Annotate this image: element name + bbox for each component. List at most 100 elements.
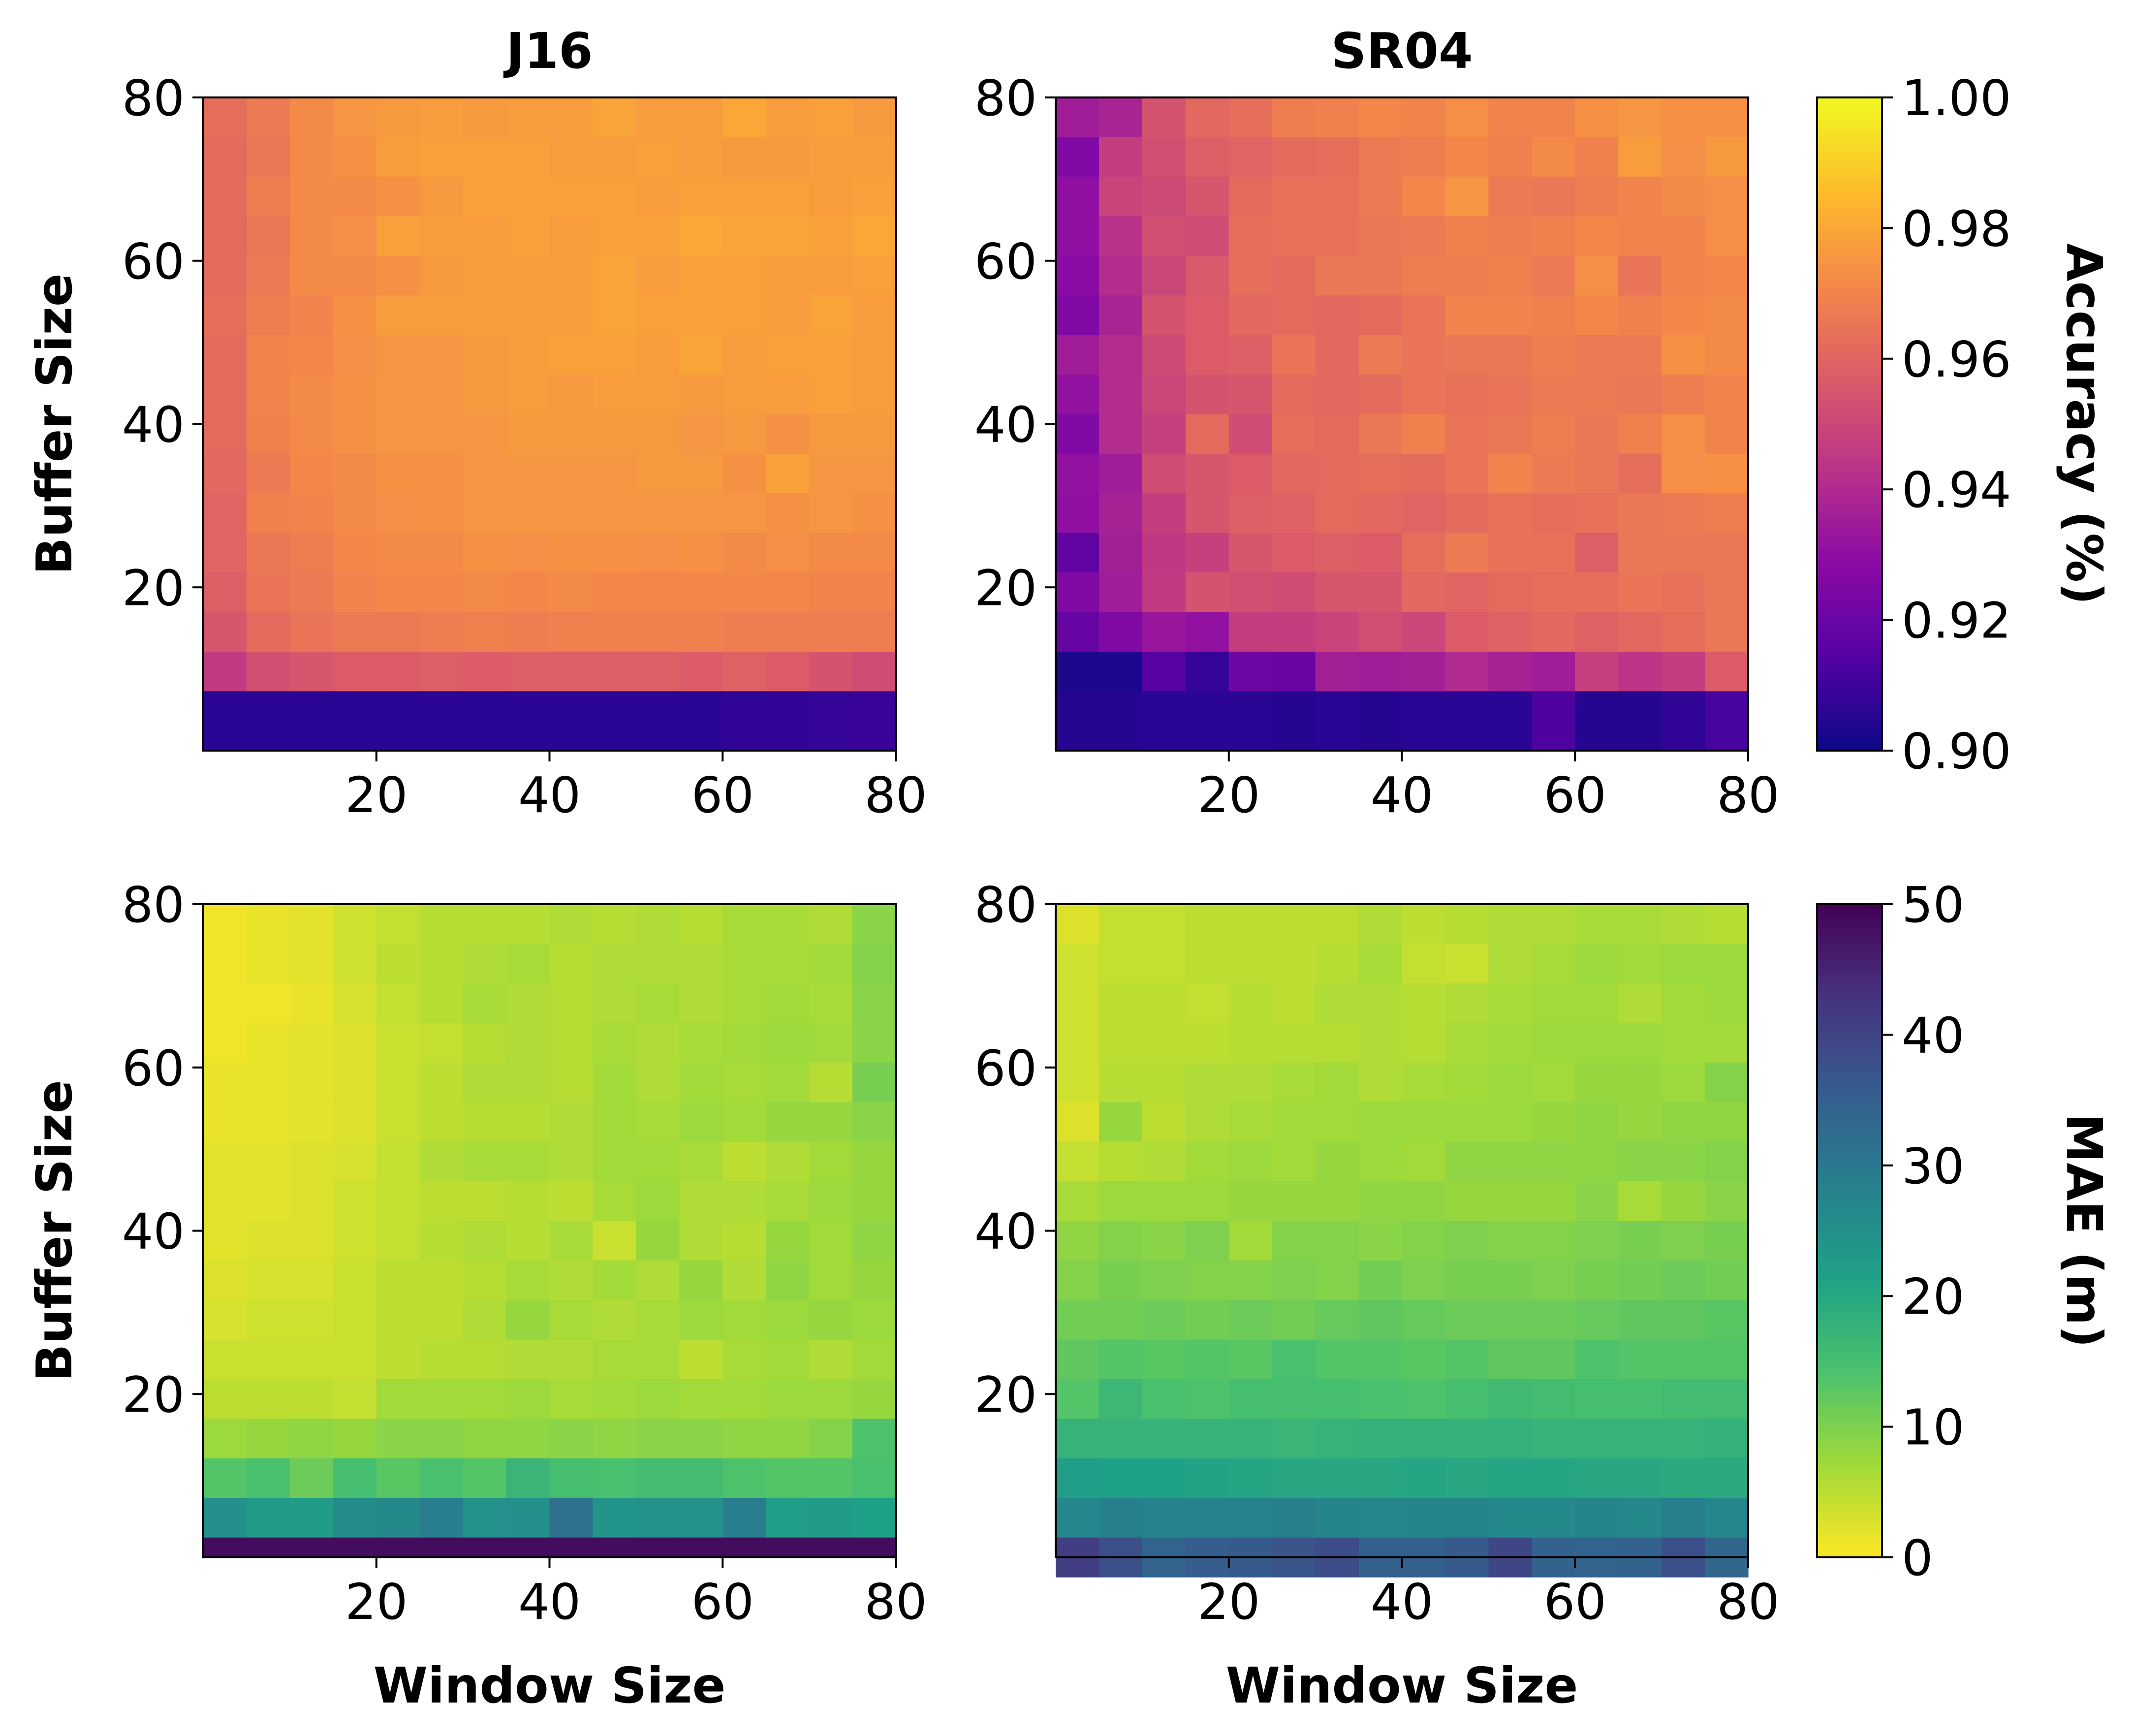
heatmap-cell bbox=[1272, 1260, 1316, 1300]
heatmap-cell bbox=[679, 572, 723, 613]
heatmap-cell bbox=[1272, 1339, 1316, 1380]
heatmap-cell bbox=[1228, 651, 1273, 692]
heatmap-cell bbox=[203, 1498, 247, 1538]
colorbar-segment bbox=[1817, 995, 1882, 1000]
heatmap-cell bbox=[333, 374, 377, 414]
heatmap-cell bbox=[506, 572, 550, 613]
colorbar-segment bbox=[1817, 1302, 1882, 1306]
heatmap-cell bbox=[289, 97, 334, 138]
heatmap-cell bbox=[722, 335, 766, 375]
heatmap-cell bbox=[852, 572, 896, 613]
colorbar-segment bbox=[1817, 1266, 1882, 1270]
heatmap-cell bbox=[1445, 453, 1489, 494]
heatmap-cell bbox=[376, 1181, 420, 1221]
colorbar-segment bbox=[1817, 355, 1882, 359]
heatmap-cell bbox=[809, 1419, 853, 1459]
heatmap-cell bbox=[1618, 1419, 1662, 1459]
colorbar-segment bbox=[1817, 512, 1882, 516]
heatmap-cell bbox=[506, 651, 550, 692]
heatmap-cell bbox=[636, 1181, 680, 1221]
heatmap-cell bbox=[246, 1141, 290, 1182]
colorbar-segment bbox=[1817, 110, 1882, 114]
heatmap-cell bbox=[246, 691, 290, 751]
colorbar-segment bbox=[1817, 953, 1882, 957]
colorbar-segment bbox=[1817, 401, 1882, 405]
heatmap-cell bbox=[333, 983, 377, 1023]
heatmap-cell bbox=[1575, 137, 1619, 177]
heatmap-cell bbox=[852, 691, 896, 751]
colorbar-segment bbox=[1817, 1328, 1882, 1332]
heatmap-cell bbox=[289, 493, 334, 534]
heatmap-cell bbox=[1662, 176, 1705, 217]
colorbar-segment bbox=[1817, 505, 1882, 509]
heatmap-cell bbox=[809, 691, 853, 751]
colorbar-segment bbox=[1817, 1488, 1882, 1493]
heatmap-cell bbox=[1705, 1339, 1749, 1380]
heatmap-cell bbox=[1532, 176, 1575, 217]
heatmap-cell bbox=[679, 1181, 723, 1221]
heatmap-cell bbox=[1142, 493, 1186, 534]
heatmap-cell bbox=[1098, 533, 1143, 573]
colorbar-segment bbox=[1817, 1263, 1882, 1267]
heatmap-cell bbox=[333, 612, 377, 652]
heatmap-cell bbox=[1272, 572, 1316, 613]
heatmap-cell bbox=[1056, 904, 1099, 945]
colorbar-segment bbox=[1817, 293, 1882, 297]
heatmap-cell bbox=[1228, 137, 1273, 177]
colorbar-segment bbox=[1817, 907, 1882, 912]
colorbar-segment bbox=[1817, 701, 1882, 705]
heatmap-cell bbox=[463, 904, 507, 945]
heatmap-cell bbox=[1662, 1260, 1705, 1300]
heatmap-cell bbox=[419, 97, 464, 138]
heatmap-cell bbox=[203, 1339, 247, 1380]
heatmap-cell bbox=[419, 1498, 464, 1538]
colorbar-segment bbox=[1817, 482, 1882, 487]
heatmap-cell bbox=[766, 1221, 810, 1261]
panel-title: J16 bbox=[503, 22, 593, 80]
y-tick-label: 40 bbox=[974, 1203, 1037, 1261]
heatmap-cell bbox=[1358, 216, 1403, 256]
heatmap-cell bbox=[506, 216, 550, 256]
heatmap-cell bbox=[1185, 1102, 1229, 1142]
colorbar-segment bbox=[1817, 1067, 1882, 1072]
heatmap-cell bbox=[1488, 374, 1532, 414]
heatmap-cell bbox=[636, 97, 680, 138]
heatmap-cell bbox=[1185, 944, 1229, 984]
heatmap-cell bbox=[1532, 1141, 1575, 1182]
heatmap-cell bbox=[1315, 1498, 1359, 1538]
heatmap-cell bbox=[1185, 374, 1229, 414]
heatmap-cell bbox=[852, 1141, 896, 1182]
heatmap-cell bbox=[1445, 1062, 1489, 1103]
colorbar-segment bbox=[1817, 1512, 1882, 1515]
heatmap-cell bbox=[1575, 1141, 1619, 1182]
heatmap-cell bbox=[1618, 335, 1662, 375]
heatmap-cell bbox=[852, 335, 896, 375]
heatmap-cell bbox=[333, 1458, 377, 1498]
heatmap-cell bbox=[1272, 414, 1316, 454]
heatmap-cell bbox=[636, 1260, 680, 1300]
heatmap-cell bbox=[1618, 453, 1662, 494]
colorbar-segment bbox=[1817, 1057, 1882, 1062]
heatmap-cell bbox=[852, 1537, 896, 1558]
heatmap-cell bbox=[1618, 493, 1662, 534]
heatmap-cell bbox=[1445, 1023, 1489, 1063]
x-tick-label: 60 bbox=[691, 766, 754, 824]
heatmap-cell bbox=[1315, 1102, 1359, 1142]
heatmap-cell bbox=[333, 533, 377, 573]
heatmap-cell bbox=[1142, 176, 1186, 217]
heatmap-cell bbox=[1185, 97, 1229, 138]
colorbar-segment bbox=[1817, 665, 1882, 669]
colorbar-segment bbox=[1817, 313, 1882, 317]
heatmap-cell bbox=[593, 453, 636, 494]
y-tick-label: 80 bbox=[122, 69, 185, 127]
heatmap-cell bbox=[1662, 612, 1705, 652]
heatmap-cell bbox=[289, 295, 334, 336]
heatmap-cell bbox=[679, 176, 723, 217]
colorbar-segment bbox=[1817, 417, 1882, 421]
heatmap-cell bbox=[1662, 904, 1705, 945]
colorbar-segment bbox=[1817, 1316, 1882, 1320]
heatmap-cell bbox=[1445, 414, 1489, 454]
heatmap-cell bbox=[1532, 1221, 1575, 1261]
heatmap-cell bbox=[1098, 374, 1143, 414]
